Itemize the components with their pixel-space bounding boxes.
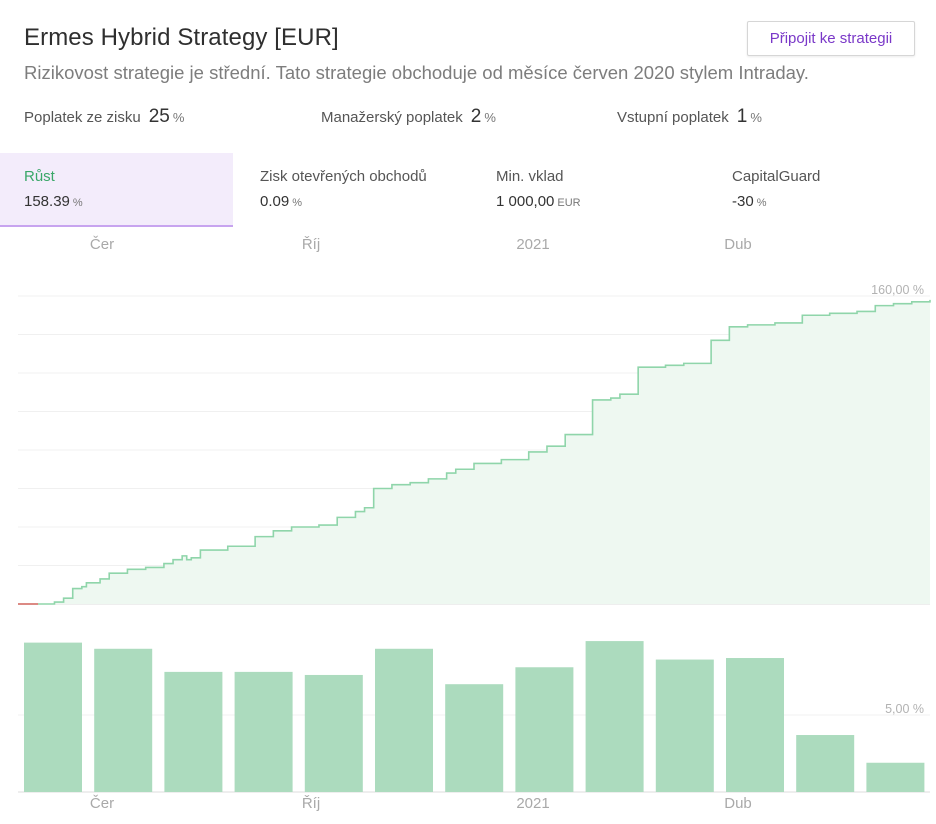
entry-fee: Vstupní poplatek 1% [617, 106, 762, 128]
bar-2020-11 [375, 648, 433, 792]
y-tick-label: 5,00 % [885, 702, 924, 716]
bar-2020-08 [164, 671, 223, 792]
bar-2021-06 [866, 762, 925, 792]
growth-area [18, 299, 930, 604]
profit-fee-label: Poplatek ze zisku [24, 109, 141, 126]
management-fee: Manažerský poplatek 2% [321, 106, 496, 128]
min-deposit-label: Min. vklad [496, 168, 564, 185]
profit-fee-value: 25 [148, 106, 170, 127]
capitalguard-label: CapitalGuard [732, 168, 821, 185]
stats-tabs: Růst 158.39% Zisk otevřených obchodů 0.0… [0, 153, 936, 227]
x-tick-label: Čer [89, 795, 115, 812]
open-trades-profit-unit: % [292, 197, 302, 209]
bar-2020-12 [445, 684, 504, 792]
strategy-title: Ermes Hybrid Strategy [EUR] [24, 24, 339, 51]
capitalguard-value: -30 [732, 193, 754, 210]
y-tick-label: 160,00 % [871, 283, 924, 297]
profit-fee: Poplatek ze zisku 25% [24, 106, 184, 128]
x-tick-label: 2021 [516, 795, 550, 812]
x-tick-label: Dub [724, 236, 752, 253]
entry-fee-unit: % [750, 110, 762, 125]
x-tick-label: Dub [724, 795, 752, 812]
capitalguard-unit: % [756, 197, 767, 209]
strategy-description: Rizikovost strategie je střední. Tato st… [24, 62, 809, 83]
bar-2021-02 [585, 641, 644, 792]
bar-2020-06 [24, 642, 82, 792]
x-tick-label: Říj [301, 795, 321, 812]
min-deposit-unit: EUR [557, 197, 581, 209]
bar-2021-05 [796, 735, 855, 792]
fees-row: Poplatek ze zisku 25% Manažerský poplatek… [0, 106, 936, 132]
management-fee-unit: % [484, 110, 496, 125]
entry-fee-value: 1 [736, 106, 748, 127]
tab-min-deposit[interactable]: Min. vklad 1 000,00 EUR [472, 153, 705, 227]
tab-capitalguard[interactable]: CapitalGuard -30% [708, 153, 936, 227]
bar-2021-04 [726, 658, 784, 792]
bar-2021-03 [655, 659, 714, 792]
management-fee-value: 2 [470, 106, 482, 127]
bar-2020-07 [94, 648, 153, 792]
entry-fee-label: Vstupní poplatek [617, 109, 729, 126]
tab-open-trades-profit[interactable]: Zisk otevřených obchodů 0.09% [236, 153, 469, 227]
profit-fee-unit: % [172, 110, 185, 125]
bar-2021-01 [515, 667, 574, 792]
x-tick-label: 2021 [516, 236, 550, 253]
growth-label: Růst [24, 168, 55, 185]
x-tick-label: Říj [301, 236, 321, 253]
tab-growth[interactable]: Růst 158.39% [0, 153, 233, 227]
open-trades-profit-value: 0.09 [260, 193, 290, 210]
growth-value: 158.39 [24, 193, 70, 210]
connect-to-strategy-button[interactable]: Připojit ke strategii [747, 21, 915, 56]
growth-unit: % [72, 197, 83, 209]
management-fee-label: Manažerský poplatek [321, 109, 463, 126]
min-deposit-value: 1 000,00 [496, 193, 555, 210]
bar-2020-09 [234, 671, 293, 792]
growth-line [18, 299, 931, 605]
bar-2020-10 [304, 674, 363, 792]
x-tick-label: Čer [89, 236, 115, 253]
open-trades-profit-label: Zisk otevřených obchodů [260, 168, 427, 185]
